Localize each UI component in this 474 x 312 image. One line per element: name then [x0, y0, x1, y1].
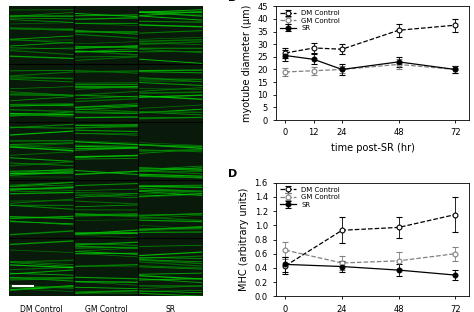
Bar — [9, 64, 74, 122]
Text: SR: SR — [165, 305, 175, 312]
Bar — [9, 180, 74, 238]
X-axis label: time post-SR (hr): time post-SR (hr) — [331, 143, 415, 153]
Bar — [74, 180, 138, 238]
Bar — [138, 122, 203, 180]
Bar — [138, 180, 203, 238]
Legend: DM Control, GM Control, SR: DM Control, GM Control, SR — [280, 10, 341, 32]
Bar — [138, 64, 203, 122]
Bar — [138, 6, 203, 64]
Bar — [9, 122, 74, 180]
Text: DM Control: DM Control — [20, 305, 63, 312]
Y-axis label: MHC (arbitrary units): MHC (arbitrary units) — [239, 188, 249, 291]
Bar — [74, 122, 138, 180]
Bar — [74, 6, 138, 64]
Bar — [9, 238, 74, 296]
Bar — [138, 238, 203, 296]
Bar — [9, 6, 74, 64]
Text: D: D — [228, 169, 237, 179]
Y-axis label: myotube diameter (μm): myotube diameter (μm) — [242, 4, 252, 122]
Text: B: B — [228, 0, 236, 2]
Text: GM Control: GM Control — [85, 305, 128, 312]
Bar — [74, 64, 138, 122]
Bar — [74, 238, 138, 296]
Legend: DM Control, GM Control, SR: DM Control, GM Control, SR — [280, 186, 341, 208]
